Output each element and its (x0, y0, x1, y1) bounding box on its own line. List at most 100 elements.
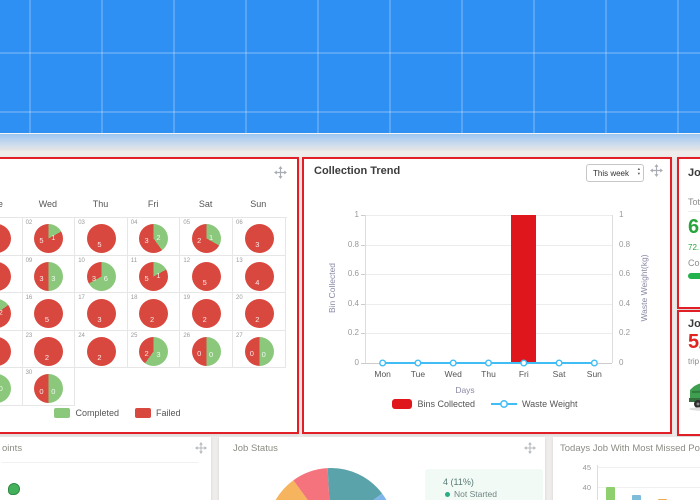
line-marker-icon (491, 400, 517, 408)
line-point (449, 359, 457, 367)
green-marker-icon (8, 483, 20, 495)
panel-title: Todays Job With Most Missed Points (560, 443, 700, 454)
job-status-panel: Job Status 4 (11%) Not Started (219, 437, 545, 500)
bar-swatch-icon (392, 399, 413, 409)
calendar-pie: 2 (191, 299, 221, 329)
calendar-pie: 5 (34, 299, 64, 329)
legend-label: Completed (75, 408, 119, 418)
calendar-cell: 04 3 2 (127, 218, 181, 256)
calendar-day-number: 18 (130, 295, 138, 302)
collection-trend-panel: Collection Trend This week ▴ ▾ Bin Collec… (302, 157, 672, 434)
y-tick-label: 1 (354, 210, 359, 219)
pie-failed-count: 2 (197, 236, 202, 246)
x-tick-label: Fri (518, 369, 529, 379)
calendar-legend: Completed Failed (0, 408, 255, 418)
x-tick-label: Sat (552, 369, 566, 379)
card-title: Job (688, 167, 700, 179)
line-point (590, 359, 598, 367)
gridline (365, 333, 612, 335)
tick-mark (361, 303, 365, 305)
calendar-day-number: 17 (78, 295, 85, 302)
legend-item-waste-weight[interactable]: Waste Weight (491, 399, 578, 409)
x-axis-label: Days (455, 385, 475, 395)
calendar-day-number: 04 (130, 220, 138, 226)
pie-completed-count: 6 (103, 274, 108, 284)
calendar-cell: 09 3 3 (22, 255, 76, 294)
legend-item-failed[interactable]: Failed (135, 408, 181, 418)
move-icon[interactable] (650, 164, 664, 178)
y-tick-label: 0 (619, 358, 624, 367)
tick-mark (361, 333, 365, 335)
pie-slice (275, 480, 308, 500)
gridline (365, 244, 612, 246)
missed-points-bar (632, 495, 641, 500)
legend-item-bins-collected[interactable]: Bins Collected (392, 399, 475, 409)
line-point (484, 359, 492, 367)
pie-failed-count: 5 (144, 273, 149, 283)
panel-title: oints (2, 443, 23, 454)
y-tick-label: 0 (354, 358, 359, 367)
calendar-day-number: 30 (25, 370, 33, 377)
trend-range-select[interactable]: This week ▴ ▾ (585, 164, 644, 182)
pie-failed-count: 3 (144, 236, 149, 246)
calendar-pie: 2 (86, 336, 116, 366)
y-tick-label: 0.4 (619, 298, 631, 308)
pie-completed-count: 0 (261, 349, 266, 359)
move-icon[interactable] (524, 441, 538, 455)
legend-item-completed[interactable]: Completed (54, 408, 119, 418)
line-point (555, 359, 563, 367)
tick-mark (361, 215, 365, 216)
failed-swatch-icon (135, 408, 151, 418)
calendar-day-header: Thu (92, 199, 109, 209)
y-tick-label: 45 (582, 463, 591, 472)
calendar-pie (0, 336, 11, 366)
missed-points-chart: 45 40 (553, 437, 700, 500)
calendar-cell: 05 2 1 (180, 218, 233, 256)
pie-failed-count: 2 (150, 315, 155, 325)
calendar-cell: 26 0 0 (180, 330, 233, 369)
calendar-pie: 2 (34, 336, 64, 366)
calendar-cell: 27 0 0 (233, 330, 286, 369)
calendar-day-number: 13 (236, 257, 243, 264)
y-axis-line (597, 465, 598, 500)
calendar-day-number: 09 (25, 257, 33, 264)
pie-completed-count: 0 (51, 387, 56, 397)
pie-slice-value: 4 (11%) (443, 477, 474, 487)
progress-fill (688, 273, 700, 279)
calendar-cell: 18 2 (127, 293, 181, 331)
panel-title: Collection Trend (314, 165, 401, 177)
pie-failed-count: 3 (91, 273, 97, 283)
calendar-day-header: Fri (147, 199, 159, 209)
calendar-cell: 0 (0, 368, 23, 406)
calendar-day-header: Wed (38, 199, 58, 209)
calendar-day-number: 19 (183, 295, 191, 302)
pie-failed-count: 5 (97, 239, 102, 249)
calendar-cell: 20 2 (233, 293, 286, 331)
move-icon[interactable] (195, 441, 209, 455)
move-icon[interactable] (274, 166, 288, 180)
map-area[interactable] (0, 0, 700, 151)
calendar-grid: 02 5 1 03 5 04 3 2 05 2 1 06 3 09 3 3 10 3 6 11 5 1 12 5 13 4 2 16 5… (0, 217, 287, 407)
job-trips-card: Job 5/ trip (677, 310, 700, 436)
pie-failed-count: 2 (144, 348, 149, 358)
pie-failed-count: 2 (44, 352, 49, 362)
pie-failed-count: 0 (39, 386, 44, 396)
gridline (597, 487, 700, 488)
trend-bar (511, 215, 537, 363)
card-big-number: 65 (688, 216, 700, 238)
job-status-pie (275, 468, 387, 500)
pie-completed-count: 2 (156, 233, 161, 243)
y-axis-line (365, 215, 366, 363)
y-tick-label: 0.8 (619, 239, 631, 249)
x-tick-label: Sun (586, 369, 602, 379)
pie-completed-count: 1 (51, 233, 56, 243)
gridline (365, 274, 612, 276)
pie-failed-count: 3 (97, 315, 102, 325)
calendar-day-number: 23 (25, 332, 33, 339)
card-completed-label: Com (688, 258, 700, 268)
